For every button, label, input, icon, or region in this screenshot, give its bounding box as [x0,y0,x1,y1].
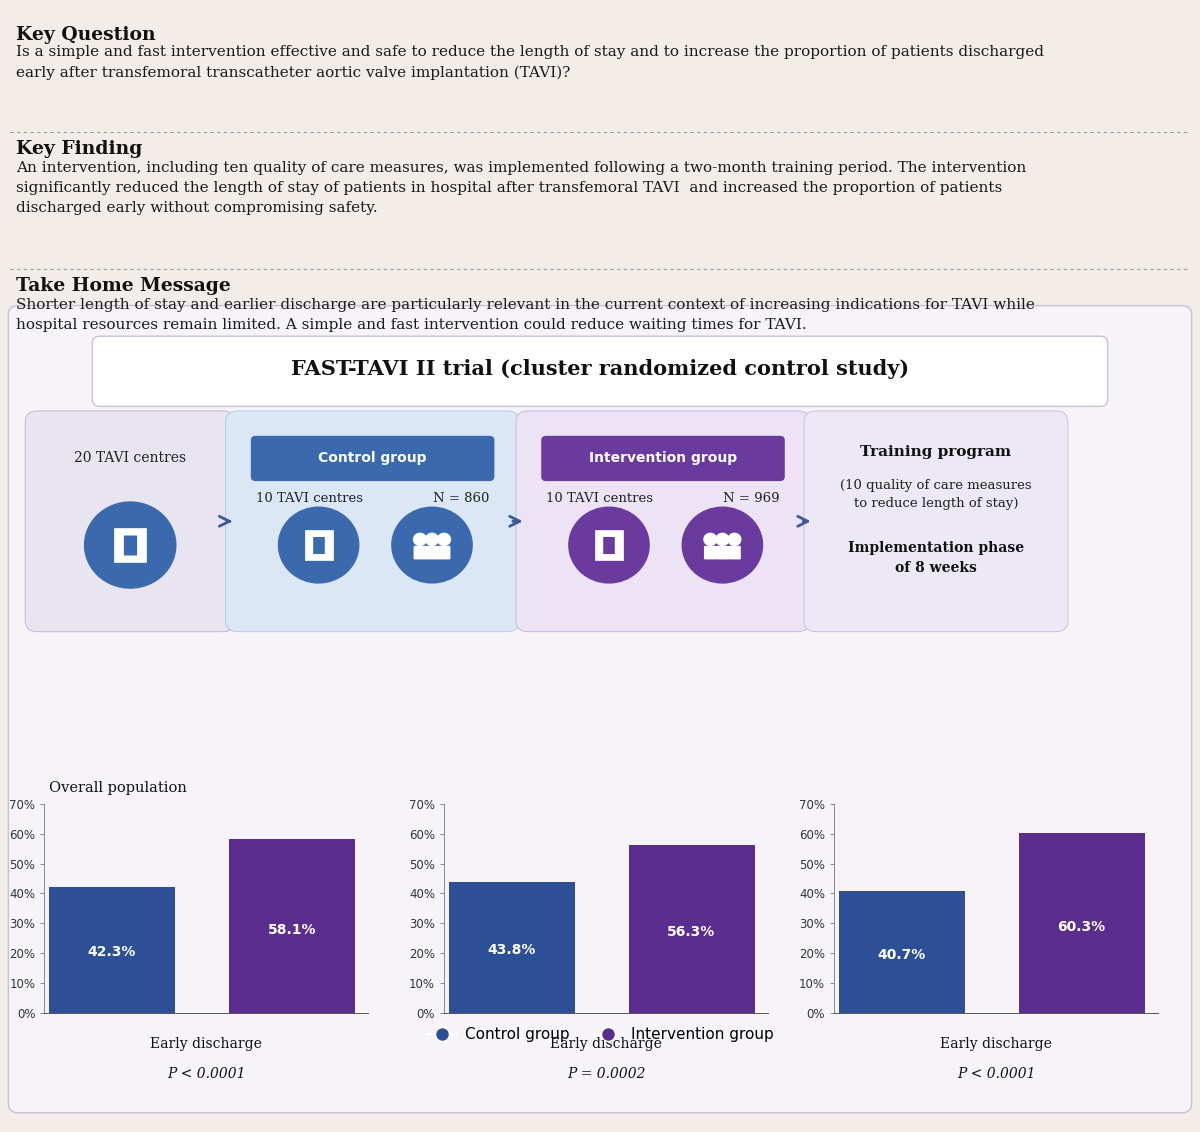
Text: Early discharge: Early discharge [550,1037,662,1052]
Circle shape [278,507,359,583]
Text: Overall population: Overall population [49,781,187,795]
Text: Is a simple and fast intervention effective and safe to reduce the length of sta: Is a simple and fast intervention effect… [16,45,1044,59]
FancyBboxPatch shape [716,546,728,559]
Text: Training program: Training program [860,445,1012,458]
Text: 56.3%: 56.3% [667,925,715,940]
FancyBboxPatch shape [92,336,1108,406]
Text: significantly reduced the length of stay of patients in hospital after transfemo: significantly reduced the length of stay… [16,181,1002,195]
Circle shape [426,533,438,546]
FancyBboxPatch shape [226,411,520,632]
Text: 42.3%: 42.3% [88,945,136,960]
Text: 58.1%: 58.1% [268,923,316,936]
FancyBboxPatch shape [595,530,623,560]
FancyBboxPatch shape [804,411,1068,632]
Circle shape [569,507,649,583]
Bar [229,839,355,1013]
Text: (10 quality of care measures
to reduce length of stay): (10 quality of care measures to reduce l… [840,479,1032,509]
Bar [449,882,575,1013]
Circle shape [704,533,716,546]
Text: Implementation phase
of 8 weeks: Implementation phase of 8 weeks [848,541,1024,575]
FancyBboxPatch shape [25,411,235,632]
FancyBboxPatch shape [251,436,494,481]
FancyBboxPatch shape [516,411,810,632]
Text: Take Home Message: Take Home Message [16,277,230,295]
Text: P = 0.0002: P = 0.0002 [566,1067,646,1081]
Bar [1019,833,1145,1013]
Text: early after transfemoral transcatheter aortic valve implantation (TAVI)?: early after transfemoral transcatheter a… [16,66,570,80]
Text: N = 969: N = 969 [724,492,780,505]
Circle shape [728,533,740,546]
Text: 10 TAVI centres: 10 TAVI centres [546,492,653,505]
Text: FAST-TAVI II trial (cluster randomized control study): FAST-TAVI II trial (cluster randomized c… [290,359,910,379]
FancyBboxPatch shape [426,546,438,559]
Text: 60.3%: 60.3% [1057,919,1105,934]
Text: Key Finding: Key Finding [16,140,142,158]
Circle shape [84,503,175,589]
Text: Early discharge: Early discharge [150,1037,263,1052]
FancyBboxPatch shape [114,528,146,563]
Text: 20 TAVI centres: 20 TAVI centres [74,451,186,464]
Text: An intervention, including ten quality of care measures, was implemented followi: An intervention, including ten quality o… [16,161,1026,174]
Legend: Control group, Intervention group: Control group, Intervention group [420,1021,780,1048]
Text: N = 860: N = 860 [433,492,490,505]
Circle shape [392,507,472,583]
Bar [49,886,175,1013]
FancyBboxPatch shape [728,546,740,559]
Circle shape [716,533,728,546]
Text: Control group: Control group [318,452,427,465]
FancyBboxPatch shape [414,546,426,559]
Bar [839,891,965,1013]
Text: Early discharge: Early discharge [940,1037,1052,1052]
Circle shape [438,533,450,546]
FancyBboxPatch shape [541,436,785,481]
FancyBboxPatch shape [305,530,332,560]
Circle shape [683,507,762,583]
FancyBboxPatch shape [8,306,1192,1113]
Text: hospital resources remain limited. A simple and fast intervention could reduce w: hospital resources remain limited. A sim… [16,318,806,332]
Text: 10 TAVI centres: 10 TAVI centres [256,492,362,505]
Text: Intervention group: Intervention group [589,452,737,465]
FancyBboxPatch shape [438,546,450,559]
Text: Key Question: Key Question [16,26,155,44]
Text: 40.7%: 40.7% [877,947,925,962]
Text: P < 0.0001: P < 0.0001 [956,1067,1036,1081]
Text: 43.8%: 43.8% [487,943,535,958]
Text: P < 0.0001: P < 0.0001 [167,1067,246,1081]
Circle shape [414,533,426,546]
FancyBboxPatch shape [704,546,716,559]
Text: Shorter length of stay and earlier discharge are particularly relevant in the cu: Shorter length of stay and earlier disch… [16,298,1034,311]
Bar [629,844,755,1013]
Text: discharged early without compromising safety.: discharged early without compromising sa… [16,201,377,215]
